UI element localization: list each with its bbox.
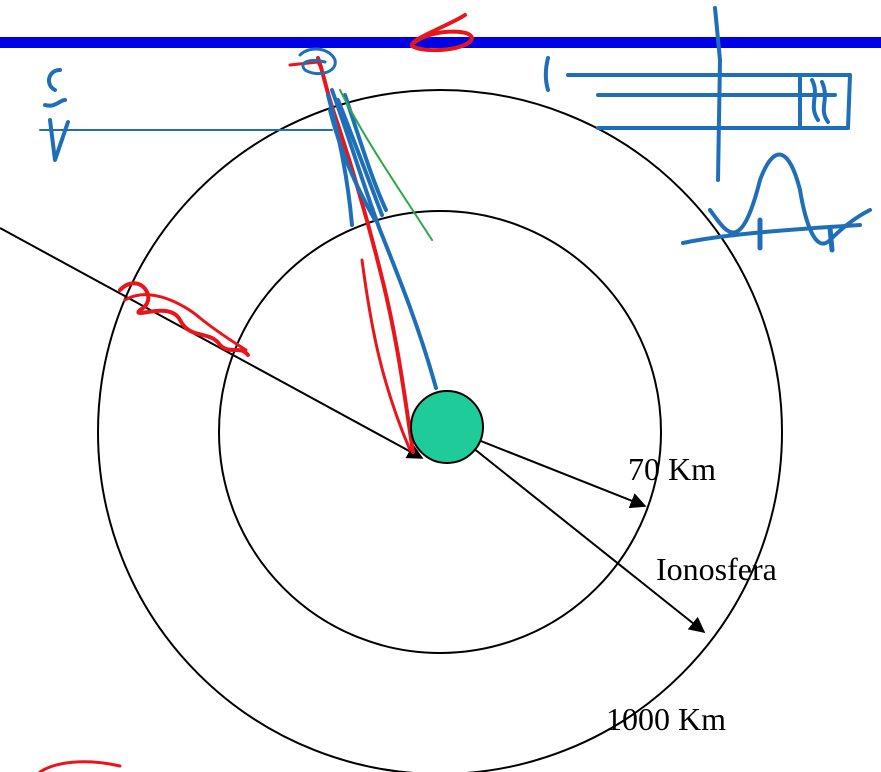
- title-bar: [0, 37, 881, 48]
- earth-circle: [410, 390, 484, 464]
- inner-circle: [218, 210, 662, 654]
- outer-circle: [97, 89, 783, 772]
- radius-arrow-1000km: [447, 427, 706, 633]
- handwritten-annotations: [38, 6, 872, 772]
- label-outer-radius: 1000 Km: [606, 701, 726, 737]
- label-ionosphere: Ionosfera: [656, 551, 777, 587]
- label-inner-radius: 70 Km: [628, 451, 716, 487]
- incoming-ray: [0, 227, 424, 459]
